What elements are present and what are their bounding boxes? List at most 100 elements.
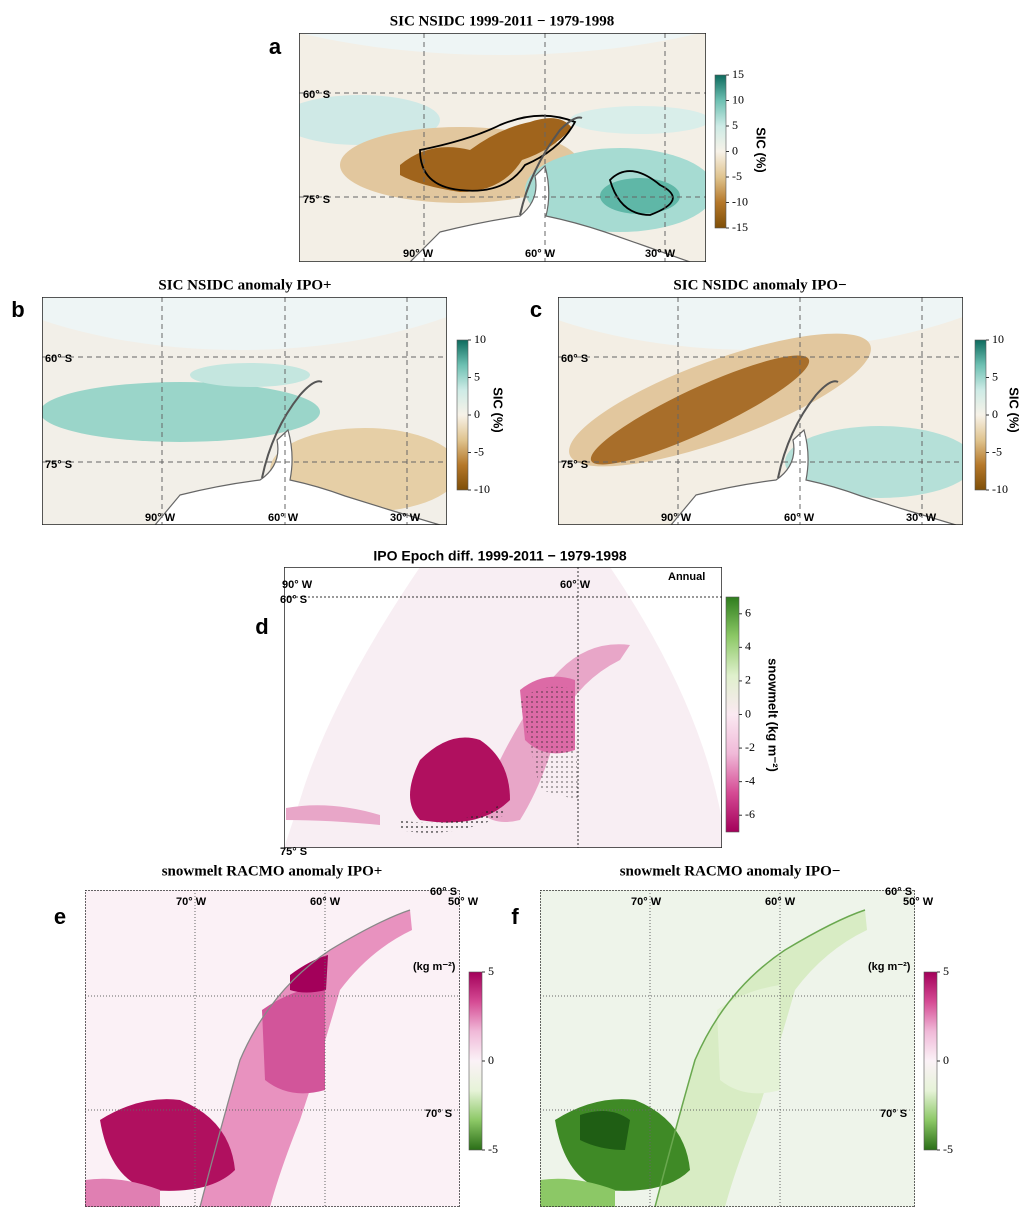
colorbar-tick-label: -10 [474, 482, 490, 496]
map-shape [580, 1111, 630, 1150]
colorbar-tick-label: 5 [474, 369, 480, 383]
map-label: 50° W [448, 896, 479, 908]
map-shape [717, 985, 780, 1094]
colorbar [714, 74, 727, 229]
colorbar-tick-label: 4 [745, 639, 751, 653]
colorbar-tick-label: -5 [732, 169, 742, 183]
map-label: 90° W [403, 248, 434, 260]
map-label: 60° S [280, 594, 307, 606]
map-shape [670, 428, 957, 525]
map-shape [190, 363, 310, 387]
colorbar-tick-label: -6 [745, 807, 755, 821]
map-shape [558, 297, 963, 350]
map-shape [410, 737, 510, 823]
map-shape [42, 297, 447, 350]
map-label: 60° W [525, 248, 556, 260]
map-label: 90° W [661, 512, 692, 524]
colorbar-tick-label: 0 [745, 706, 751, 720]
colorbar-tick-label: -10 [732, 194, 748, 208]
map-label: 75° S [280, 846, 307, 858]
colorbar-tick-label: -15 [732, 220, 748, 234]
map-label: 75° S [561, 459, 588, 471]
map-shape [570, 106, 706, 134]
map-shape [290, 955, 328, 993]
map-label: 60° W [310, 896, 341, 908]
map-shape [300, 33, 700, 55]
colorbar-label: SIC (%) [1007, 387, 1022, 433]
colorbar-tick-label: 6 [745, 606, 751, 620]
colorbar-tick-label: 10 [732, 92, 744, 106]
map-e [85, 890, 460, 1207]
panel-letter: c [530, 297, 542, 322]
panel-title: SIC NSIDC anomaly IPO− [673, 277, 846, 293]
map-shape [409, 164, 691, 262]
map-label: 30° W [645, 248, 676, 260]
map-shape [261, 380, 323, 479]
colorbar [974, 339, 987, 491]
map-shape [100, 1099, 235, 1191]
map-label: 70° W [631, 896, 662, 908]
colorbar-tick-label: 10 [474, 332, 486, 346]
map-label: 30° W [906, 512, 937, 524]
panel-title: SIC NSIDC anomaly IPO+ [158, 277, 331, 293]
map-label: 60° S [885, 886, 912, 898]
colorbar-tick-label: 0 [474, 407, 480, 421]
map-shape [600, 178, 680, 214]
map-shape [154, 428, 441, 525]
map-shape [610, 567, 722, 820]
map-shape [519, 116, 583, 216]
map-label: (kg m⁻²) [868, 961, 911, 973]
colorbar-tick-label: 0 [992, 407, 998, 421]
map-label: 70° S [425, 1108, 452, 1120]
colorbar-label: snowmelt (kg m⁻²) [766, 658, 781, 772]
map-shape [654, 909, 866, 1207]
panel-title: SIC NSIDC 1999-2011 − 1979-1998 [390, 13, 614, 29]
map-d [284, 567, 722, 848]
map-label: 30° W [390, 512, 421, 524]
map-label: 70° S [880, 1108, 907, 1120]
map-label: 75° S [303, 194, 330, 206]
map-c [558, 297, 963, 525]
map-shape [284, 567, 420, 848]
colorbar-tick-label: 0 [488, 1053, 494, 1067]
colorbar-tick-label: 15 [732, 67, 744, 81]
colorbar-tick-label: -5 [943, 1142, 953, 1156]
colorbar [468, 971, 483, 1151]
map-shape [400, 118, 572, 192]
map-a [299, 33, 706, 262]
colorbar-tick-label: -10 [992, 482, 1008, 496]
colorbar-tick-label: 2 [745, 673, 751, 687]
map-shape [419, 114, 577, 192]
panel-title: snowmelt RACMO anomaly IPO− [620, 863, 841, 879]
panel-letter: e [54, 904, 66, 929]
map-shape [608, 170, 674, 216]
colorbar-tick-label: -4 [745, 773, 755, 787]
map-label: 60° W [765, 896, 796, 908]
map-label: 60° W [268, 512, 299, 524]
colorbar-tick-label: -5 [992, 444, 1002, 458]
map-shape [400, 805, 505, 833]
colorbar-tick-label: 10 [992, 332, 1004, 346]
map-shape [590, 355, 810, 465]
colorbar-label: SIC (%) [491, 387, 506, 433]
map-label: 90° W [282, 579, 313, 591]
map-shape [199, 909, 411, 1207]
map-label: 60° S [45, 353, 72, 365]
colorbar-tick-label: 0 [943, 1053, 949, 1067]
map-shape [777, 380, 839, 479]
panel-letter: b [11, 297, 24, 322]
map-f [540, 890, 915, 1207]
colorbar [456, 339, 469, 491]
map-label: Annual [668, 571, 705, 583]
map-shape [85, 1178, 160, 1207]
map-label: 60° S [303, 89, 330, 101]
map-label: 60° S [561, 353, 588, 365]
map-label: 50° W [903, 896, 934, 908]
map-label: (kg m⁻²) [413, 961, 456, 973]
colorbar [923, 971, 938, 1151]
map-label: 60° W [560, 579, 591, 591]
panel-letter: d [255, 614, 268, 639]
colorbar-tick-label: -5 [488, 1142, 498, 1156]
panel-letter: a [269, 34, 282, 59]
